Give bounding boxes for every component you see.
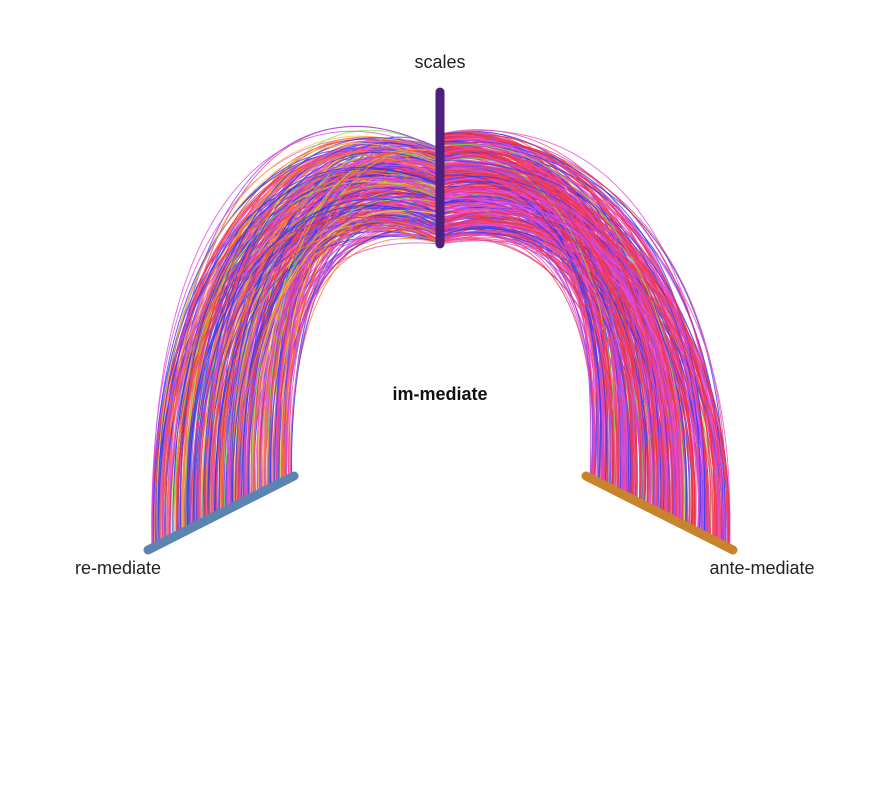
edge	[439, 168, 599, 482]
edge	[439, 213, 641, 504]
edge	[439, 150, 716, 541]
edge	[179, 168, 441, 534]
edge	[439, 134, 665, 515]
edge	[439, 169, 642, 504]
edge	[151, 199, 441, 548]
edge	[284, 216, 441, 481]
edge	[439, 197, 629, 497]
edge	[214, 206, 441, 516]
edge	[245, 220, 441, 501]
edge	[284, 145, 441, 481]
edge	[439, 222, 645, 505]
edge	[236, 226, 441, 506]
edge	[439, 160, 701, 533]
edge	[439, 178, 611, 488]
edge	[209, 224, 441, 519]
edge	[439, 221, 729, 548]
edge	[439, 138, 704, 535]
edge-bundle	[151, 125, 731, 549]
edge	[187, 205, 441, 530]
edge	[439, 136, 712, 539]
edge	[439, 201, 673, 519]
edge	[439, 217, 632, 499]
axis-label-re-mediate: re-mediate	[75, 558, 161, 578]
edge	[195, 183, 441, 526]
edge	[439, 165, 641, 503]
edge	[272, 234, 441, 487]
edge	[221, 170, 441, 513]
edge	[439, 188, 667, 516]
edge	[247, 191, 441, 500]
edge	[439, 137, 604, 485]
edge	[211, 139, 441, 518]
edge	[439, 172, 664, 514]
axis-label-scales: scales	[414, 52, 465, 72]
edge	[246, 224, 441, 501]
edge	[439, 163, 683, 524]
axis-ante-mediate	[581, 471, 738, 555]
edge	[239, 157, 441, 504]
edge	[439, 220, 671, 518]
edge	[156, 142, 441, 546]
edge	[439, 215, 611, 488]
edge	[164, 126, 441, 542]
edge	[439, 157, 616, 490]
edge	[439, 208, 724, 545]
edge	[439, 174, 667, 516]
edge	[161, 220, 441, 543]
edge	[439, 223, 700, 533]
edge	[439, 189, 682, 524]
edge	[255, 233, 441, 496]
edge	[157, 166, 441, 545]
edge	[246, 215, 441, 500]
edge	[439, 197, 678, 522]
axis-label-ante-mediate: ante-mediate	[709, 558, 814, 578]
edge	[175, 192, 441, 536]
edge	[169, 216, 441, 540]
edge	[267, 153, 441, 490]
edge	[284, 149, 441, 481]
edge	[276, 185, 441, 485]
edge	[258, 202, 441, 494]
edge	[439, 166, 645, 505]
edge	[439, 147, 632, 499]
edge	[439, 208, 644, 505]
edge	[439, 203, 650, 508]
edge	[439, 210, 616, 490]
edge	[269, 196, 441, 488]
edge	[231, 214, 441, 508]
edge	[205, 229, 441, 521]
edge	[183, 178, 441, 532]
edge	[236, 186, 441, 505]
edge	[203, 208, 441, 522]
axis-re-mediate	[143, 471, 299, 555]
edge	[439, 148, 659, 512]
edge	[231, 187, 441, 508]
edge	[439, 226, 665, 515]
edge	[227, 147, 441, 510]
center-label: im-mediate	[392, 384, 487, 404]
edge	[160, 152, 441, 544]
edge	[191, 150, 441, 528]
edge	[439, 184, 729, 547]
edge	[152, 130, 441, 548]
edge	[439, 135, 680, 523]
edge	[199, 159, 441, 524]
